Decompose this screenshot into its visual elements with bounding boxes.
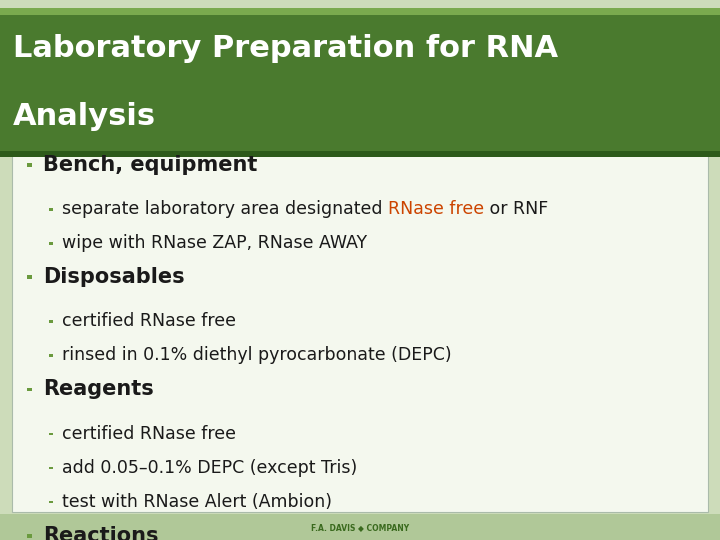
FancyBboxPatch shape: [49, 467, 53, 469]
FancyBboxPatch shape: [0, 151, 720, 157]
FancyBboxPatch shape: [49, 354, 53, 357]
FancyBboxPatch shape: [0, 8, 720, 152]
FancyBboxPatch shape: [27, 388, 32, 392]
FancyBboxPatch shape: [12, 154, 708, 512]
FancyBboxPatch shape: [49, 242, 53, 245]
Text: add 0.05–0.1% DEPC (except Tris): add 0.05–0.1% DEPC (except Tris): [62, 458, 357, 477]
Text: rinsed in 0.1% diethyl pyrocarbonate (DEPC): rinsed in 0.1% diethyl pyrocarbonate (DE…: [62, 346, 451, 364]
FancyBboxPatch shape: [49, 320, 53, 323]
Text: Bench, equipment: Bench, equipment: [43, 154, 258, 175]
Text: certified RNase free: certified RNase free: [62, 312, 236, 330]
FancyBboxPatch shape: [0, 514, 720, 540]
Text: F.A. DAVIS ◆ COMPANY: F.A. DAVIS ◆ COMPANY: [311, 523, 409, 531]
Text: wipe with RNase ZAP, RNase AWAY: wipe with RNase ZAP, RNase AWAY: [62, 234, 367, 252]
Text: Analysis: Analysis: [13, 102, 156, 131]
Text: Laboratory Preparation for RNA: Laboratory Preparation for RNA: [13, 34, 558, 63]
FancyBboxPatch shape: [27, 275, 32, 279]
Text: separate laboratory area designated: separate laboratory area designated: [62, 200, 388, 218]
FancyBboxPatch shape: [49, 208, 53, 211]
Text: Reactions: Reactions: [43, 525, 158, 540]
Text: RNase free: RNase free: [388, 200, 484, 218]
Text: test with RNase Alert (Ambion): test with RNase Alert (Ambion): [62, 492, 332, 511]
FancyBboxPatch shape: [0, 8, 720, 15]
FancyBboxPatch shape: [49, 501, 53, 503]
Text: Reagents: Reagents: [43, 379, 154, 400]
Text: or RNF: or RNF: [484, 200, 549, 218]
FancyBboxPatch shape: [49, 433, 53, 435]
Text: certified RNase free: certified RNase free: [62, 424, 236, 443]
FancyBboxPatch shape: [27, 163, 32, 167]
FancyBboxPatch shape: [27, 534, 32, 538]
Text: Disposables: Disposables: [43, 267, 185, 287]
